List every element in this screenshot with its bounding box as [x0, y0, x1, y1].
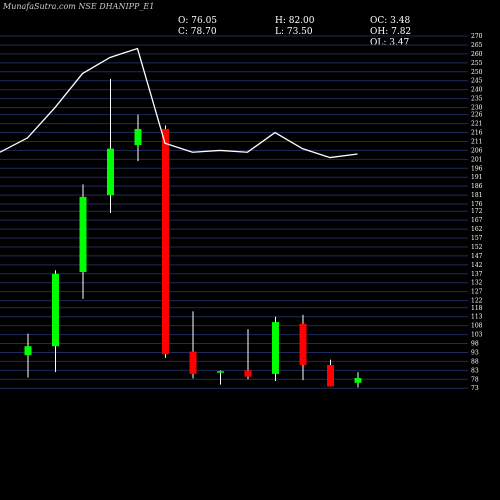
y-tick-label: 250	[471, 69, 483, 76]
y-tick-label: 245	[471, 78, 483, 85]
y-tick-label: 216	[471, 130, 483, 137]
y-tick-label: 98	[471, 341, 479, 348]
candle-body	[327, 364, 334, 387]
candle-body	[107, 148, 114, 196]
y-tick-label: 240	[471, 87, 483, 94]
open-value: O: 76.05	[178, 16, 218, 26]
open-close-diff: OC: 3.48	[370, 16, 411, 26]
y-tick-label: 176	[471, 201, 483, 208]
candle-body	[272, 322, 279, 374]
overlay-line-layer	[0, 47, 358, 159]
candle	[244, 329, 252, 380]
y-tick-label: 118	[471, 305, 483, 312]
y-tick-label: 226	[471, 112, 483, 119]
y-tick-label: 88	[471, 358, 479, 365]
y-tick-label: 132	[471, 280, 483, 287]
y-tick-label: 93	[471, 349, 479, 356]
high-value: H: 82.00	[275, 16, 315, 26]
y-tick-label: 260	[471, 51, 483, 58]
y-tick-label: 127	[471, 289, 483, 296]
y-tick-label: 137	[471, 271, 483, 278]
y-tick-label: 265	[471, 42, 483, 49]
y-tick-label: 211	[471, 138, 482, 145]
candle	[79, 184, 87, 299]
y-tick-label: 83	[471, 367, 479, 374]
chart-title: MunafaSutra.com NSE DHANIPP_E1	[3, 2, 155, 11]
candle	[189, 311, 197, 379]
candle-body	[134, 128, 142, 146]
candle-body	[217, 371, 224, 373]
y-tick-label: 270	[471, 33, 483, 40]
candle-body	[244, 370, 252, 377]
y-tick-label: 142	[471, 262, 483, 269]
candle	[354, 372, 362, 388]
y-tick-label: 162	[471, 226, 483, 233]
y-tick-label: 73	[471, 385, 479, 392]
moving-average-line	[0, 47, 358, 159]
candle	[134, 114, 142, 162]
y-tick-label: 191	[471, 174, 482, 181]
candle-body	[189, 351, 197, 374]
candles	[24, 78, 362, 388]
candle	[162, 125, 169, 358]
y-tick-label: 103	[471, 332, 483, 339]
y-tick-label: 167	[471, 217, 483, 224]
candle-body	[24, 346, 32, 356]
y-tick-label: 196	[471, 165, 483, 172]
y-tick-label: 172	[471, 208, 483, 215]
candle-body	[354, 378, 362, 383]
candle	[217, 370, 224, 385]
y-tick-label: 186	[471, 183, 483, 190]
close-value: C: 78.70	[178, 27, 217, 37]
y-tick-label: 206	[471, 147, 483, 154]
candle-body	[162, 128, 169, 355]
candle-body	[79, 196, 87, 272]
candle	[299, 314, 307, 381]
candle	[107, 78, 114, 213]
y-tick-label: 122	[471, 298, 483, 305]
candle	[272, 316, 279, 382]
low-value: L: 73.50	[275, 27, 313, 37]
y-tick-label: 230	[471, 105, 483, 112]
y-tick-label: 157	[471, 235, 483, 242]
y-tick-label: 255	[471, 60, 483, 67]
candle	[52, 270, 59, 373]
open-high-diff: OH: 7.82	[370, 27, 412, 37]
y-tick-label: 221	[471, 121, 482, 128]
candle-body	[52, 273, 59, 347]
y-tick-label: 201	[471, 156, 482, 163]
candle-body	[299, 323, 307, 365]
y-tick-label: 147	[471, 253, 483, 260]
grid-lines	[0, 35, 468, 389]
candle	[327, 359, 334, 387]
y-tick-label: 113	[471, 314, 483, 321]
open-low-diff: OL: 3.47	[370, 38, 410, 48]
y-tick-label: 181	[471, 192, 482, 199]
y-tick-label: 108	[471, 323, 483, 330]
candle	[24, 333, 32, 378]
y-tick-label: 235	[471, 96, 483, 103]
y-tick-label: 152	[471, 244, 483, 251]
y-tick-label: 78	[471, 376, 479, 383]
